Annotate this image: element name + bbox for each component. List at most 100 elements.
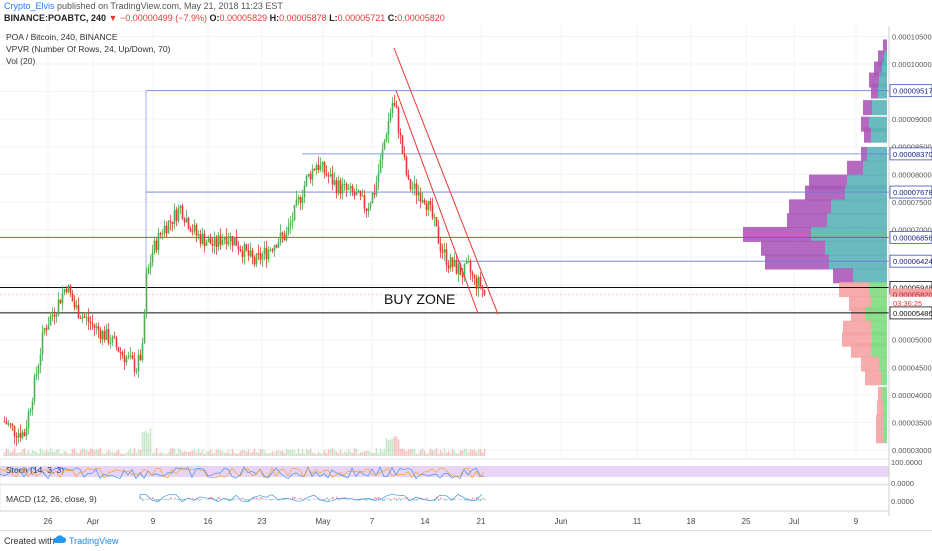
macd-hist-bar [154, 499, 156, 500]
candle-body [128, 356, 130, 357]
time-tick: 18 [687, 517, 696, 526]
time-tick: 21 [477, 517, 486, 526]
price-chart[interactable]: BUY ZONE POA / Bitcoin, 240, BINANCE VPV… [0, 26, 932, 530]
macd-hist-bar [152, 497, 154, 499]
candle-body [282, 233, 284, 235]
volume-bar [234, 453, 236, 456]
volume-bar [414, 449, 416, 456]
candle-body [36, 374, 38, 376]
volume-bar [218, 449, 220, 456]
vpvr-down-bar [833, 268, 853, 283]
macd-hist-bar [170, 497, 172, 499]
volume-bar [466, 449, 468, 456]
candle-body [100, 330, 102, 339]
candle-body [142, 343, 144, 360]
tradingview-cloud-icon[interactable] [52, 534, 66, 546]
volume-bar [424, 451, 426, 456]
candle-body [62, 293, 64, 304]
macd-hist-bar [256, 498, 258, 500]
vpvr-up-bar [829, 255, 887, 270]
volume-bar [98, 450, 100, 456]
stoch-tick-100: 100.0000 [891, 458, 922, 467]
volume-bar [94, 451, 96, 456]
volume-bar [274, 453, 276, 456]
candle-body [398, 108, 400, 132]
macd-hist-bar [338, 499, 340, 500]
author-link[interactable]: Crypto_Elvis [4, 1, 55, 11]
candle-body [330, 174, 332, 177]
macd-hist-bar [458, 499, 460, 500]
volume-bar [52, 451, 54, 456]
volume-bar [112, 451, 114, 456]
candle-body [42, 333, 44, 355]
candle-body [210, 238, 212, 244]
candle-body [452, 257, 454, 266]
candle-body [270, 249, 272, 250]
candle-body [326, 173, 328, 175]
candle-body [246, 244, 248, 250]
macd-hist-bar [174, 498, 176, 499]
macd-hist-bar [246, 499, 248, 500]
macd-hist-bar [262, 498, 264, 499]
volume-bar [390, 439, 392, 456]
candle-body [6, 421, 8, 424]
volume-bar [316, 454, 318, 456]
volume-bar [88, 452, 90, 456]
macd-hist-bar [416, 499, 418, 501]
volume-bar [254, 448, 256, 456]
volume-bar [400, 449, 402, 456]
macd-hist-bar [426, 498, 428, 500]
candle-body [260, 253, 262, 259]
volume-bar [342, 453, 344, 456]
volume-bar [86, 450, 88, 456]
volume-bar [396, 436, 398, 456]
volume-bar [230, 453, 232, 456]
vpvr-up-bar [883, 401, 887, 416]
volume-bar [180, 450, 182, 456]
candle-body [190, 229, 192, 232]
vpvr-down-bar [861, 357, 879, 372]
volume-bar [336, 452, 338, 456]
volume-bar [238, 453, 240, 456]
volume-bar [430, 449, 432, 456]
volume-bar [70, 453, 72, 456]
volume-bar [90, 449, 92, 456]
candle-body [74, 301, 76, 307]
volume-bar [294, 450, 296, 456]
chart-area[interactable]: BUY ZONE POA / Bitcoin, 240, BINANCE VPV… [0, 26, 932, 530]
volume-bar [156, 448, 158, 456]
volume-bar [408, 449, 410, 456]
volume-bar [8, 449, 10, 456]
candle-body [84, 316, 86, 317]
price-label: 0.00005486 [890, 307, 932, 319]
volume-bar [138, 450, 140, 456]
candle-body [48, 325, 50, 330]
volume-bar [328, 449, 330, 456]
candle-body [254, 257, 256, 264]
macd-hist-bar [396, 499, 398, 501]
ohlc-key: O: [210, 13, 220, 23]
volume-bar [302, 449, 304, 456]
volume-bar [460, 450, 462, 456]
volume-bar [232, 449, 234, 456]
volume-bar [334, 449, 336, 456]
macd-hist-bar [470, 499, 472, 500]
price-tick: 0.00010500 [892, 32, 932, 41]
vpvr-down-bar [805, 186, 845, 201]
candle-body [212, 244, 214, 246]
candle-body [434, 217, 436, 218]
candle-body [468, 261, 470, 262]
time-tick: Jul [789, 517, 799, 526]
macd-hist-bar [312, 499, 314, 500]
candle-body [292, 220, 294, 223]
vpvr-down-bar [765, 255, 829, 270]
tradingview-link[interactable]: TradingView [69, 536, 119, 546]
volume-bar [282, 451, 284, 456]
price-tick: 0.00003000 [892, 446, 932, 455]
candle-body [266, 248, 268, 259]
volume-bar [420, 450, 422, 456]
price-tick: 0.00005000 [892, 336, 932, 345]
volume-bar [106, 452, 108, 456]
volume-bar [22, 449, 24, 456]
